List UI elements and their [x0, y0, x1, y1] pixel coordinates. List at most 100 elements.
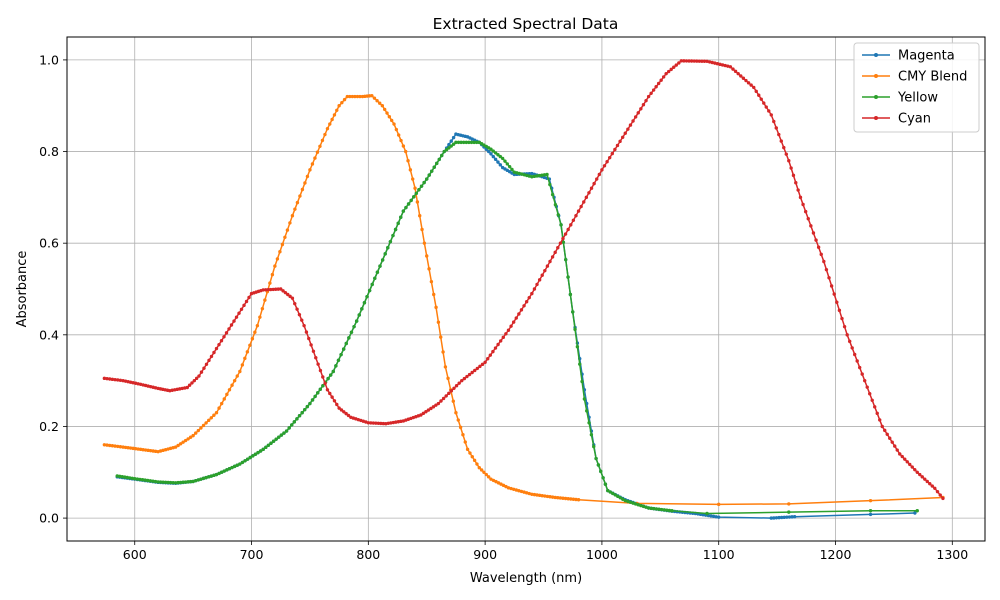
data-point-cyan	[316, 362, 320, 366]
data-point-yellow	[388, 239, 393, 244]
data-point-cmy-blend	[238, 369, 242, 374]
data-point-cmy-blend	[396, 133, 401, 137]
data-point-magenta	[777, 515, 781, 520]
grid-lines	[67, 37, 985, 541]
data-point-yellow	[318, 387, 323, 391]
data-point-cyan	[739, 74, 743, 78]
data-point-yellow	[462, 140, 466, 145]
data-point-cyan	[281, 289, 285, 293]
data-point-cyan	[219, 339, 224, 343]
data-point-cyan	[715, 62, 720, 66]
data-point-cyan	[237, 311, 241, 315]
data-point-cmy-blend	[230, 383, 234, 387]
data-point-cyan	[105, 376, 109, 381]
data-point-cmy-blend	[399, 138, 403, 143]
data-point-cyan	[705, 59, 709, 63]
data-point-cmy-blend	[429, 279, 434, 284]
data-point-yellow	[243, 459, 247, 463]
data-point-yellow	[621, 497, 625, 501]
data-point-yellow	[641, 504, 646, 509]
data-point-cyan	[925, 479, 929, 484]
data-point-cmy-blend	[138, 447, 143, 452]
data-point-cyan	[741, 76, 746, 80]
data-point-cmy-blend	[273, 264, 277, 268]
data-point-cyan	[391, 420, 396, 425]
data-point-cyan	[626, 127, 630, 131]
data-point-cmy-blend	[235, 374, 239, 378]
data-point-cyan	[579, 204, 583, 209]
data-point-yellow	[279, 433, 284, 437]
data-point-cyan	[190, 381, 194, 385]
data-point-cyan	[746, 81, 751, 85]
data-point-cmy-blend	[188, 435, 193, 439]
series-yellow	[115, 140, 919, 516]
data-point-magenta	[486, 149, 491, 154]
data-point-yellow	[128, 476, 132, 480]
data-point-yellow	[568, 292, 573, 297]
data-point-cyan	[613, 147, 617, 152]
data-point-yellow	[587, 421, 591, 425]
data-point-cmy-blend	[527, 491, 531, 496]
data-point-cyan	[426, 408, 431, 412]
data-point-cmy-blend	[358, 94, 362, 99]
data-point-magenta	[493, 157, 498, 162]
data-point-cyan	[873, 405, 877, 409]
data-point-cyan	[379, 421, 383, 426]
data-point-yellow	[603, 482, 608, 486]
data-point-cyan	[553, 250, 557, 255]
data-point-yellow	[636, 503, 640, 507]
data-point-magenta	[451, 135, 456, 140]
data-point-yellow	[417, 188, 421, 192]
data-point-yellow	[303, 407, 307, 412]
data-point-yellow	[442, 149, 446, 154]
data-point-cyan	[321, 375, 325, 379]
data-point-cmy-blend	[461, 433, 465, 437]
data-point-cyan	[113, 377, 117, 382]
data-point-cyan	[229, 323, 234, 327]
data-point-yellow	[146, 478, 150, 483]
data-point-cyan	[561, 236, 565, 241]
data-point-yellow	[437, 157, 441, 162]
data-point-cmy-blend	[465, 447, 470, 452]
data-point-cyan	[941, 496, 945, 501]
data-point-cyan	[674, 63, 678, 67]
data-point-cmy-blend	[571, 497, 576, 501]
data-point-cyan	[173, 388, 177, 392]
data-point-yellow	[168, 480, 173, 485]
data-point-cyan	[845, 333, 849, 337]
data-point-cmy-blend	[310, 162, 315, 166]
data-point-cmy-blend	[275, 257, 280, 261]
data-point-yellow	[313, 394, 317, 399]
data-point-cyan	[895, 448, 899, 452]
data-point-cyan	[227, 327, 231, 331]
data-point-cmy-blend	[472, 458, 477, 463]
data-point-yellow	[667, 508, 672, 513]
data-point-cyan	[431, 405, 436, 409]
data-point-cmy-blend	[178, 442, 183, 446]
data-point-cyan	[772, 119, 776, 124]
legend-marker-cmy-blend	[874, 74, 878, 78]
data-point-cmy-blend	[263, 298, 267, 302]
data-point-cmy-blend	[243, 356, 247, 361]
data-point-yellow	[163, 480, 168, 484]
data-point-cyan	[664, 71, 668, 76]
data-point-cyan	[865, 385, 869, 389]
data-point-magenta	[498, 163, 503, 167]
data-point-cmy-blend	[219, 401, 224, 406]
data-point-cmy-blend	[566, 497, 570, 501]
x-tick-label: 1000	[586, 547, 618, 562]
data-point-cmy-blend	[131, 446, 135, 451]
data-point-cmy-blend	[401, 144, 406, 148]
data-point-cyan	[769, 113, 773, 117]
y-axis-ticks: 0.0 0.2 0.4 0.6 0.8 1.0	[39, 52, 67, 526]
data-point-cyan	[247, 295, 251, 300]
data-point-yellow	[347, 336, 351, 340]
data-point-cyan	[366, 421, 371, 425]
data-point-cyan	[798, 195, 803, 200]
data-point-cmy-blend	[300, 187, 305, 192]
data-point-cyan	[491, 349, 495, 354]
data-point-cyan	[335, 402, 339, 407]
data-point-cyan	[600, 168, 604, 172]
data-point-cyan	[633, 115, 638, 119]
